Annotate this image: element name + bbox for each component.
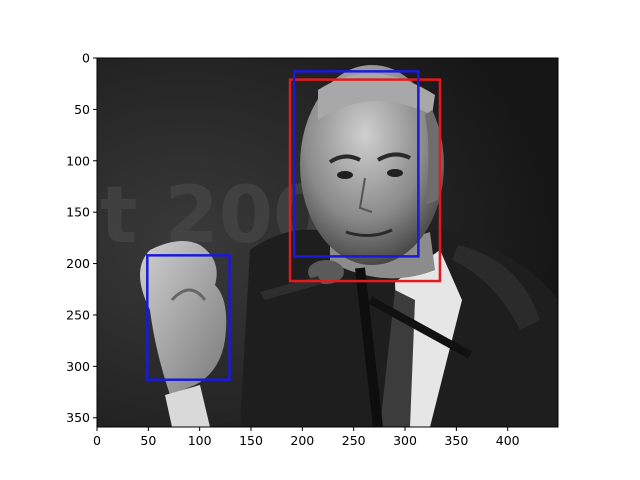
y-tick-label: 200	[66, 256, 90, 271]
x-tick-label: 350	[444, 433, 468, 448]
x-tick-label: 300	[393, 433, 417, 448]
y-tick-label: 300	[66, 359, 90, 374]
axes-frame	[96, 57, 559, 428]
x-tick-label: 0	[93, 433, 101, 448]
y-tick-label: 250	[66, 307, 90, 322]
x-tick-label: 250	[342, 433, 366, 448]
x-tick-label: 200	[290, 433, 314, 448]
y-tick-label: 50	[74, 102, 90, 117]
x-axis: 0 50 100 150 200 250 300 350 400	[93, 427, 520, 448]
y-axis: 0 50 100 150 200 250 300 350	[66, 51, 97, 425]
photo-image: t 200	[97, 58, 558, 427]
red-face-box	[288, 78, 442, 283]
blue-face-box	[292, 70, 420, 258]
x-tick-label: 400	[496, 433, 520, 448]
bounding-boxes	[146, 70, 442, 381]
x-tick-label: 100	[188, 433, 212, 448]
blue-hand-box	[146, 254, 231, 381]
y-tick-label: 150	[66, 205, 90, 220]
x-tick-label: 150	[239, 433, 263, 448]
y-tick-label: 100	[66, 153, 90, 168]
y-tick-label: 350	[66, 410, 90, 425]
x-tick-label: 50	[140, 433, 156, 448]
y-tick-label: 0	[82, 51, 90, 66]
